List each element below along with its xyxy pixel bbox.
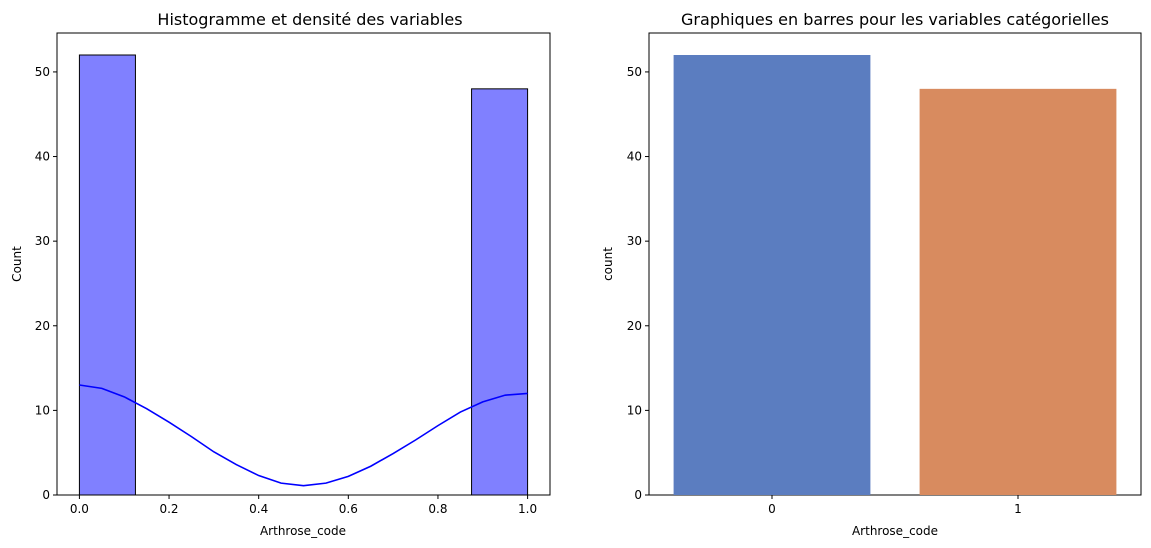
y-tick-label: 50	[627, 65, 642, 79]
histogram-y-ticks: 0 10 20 30 40 50	[35, 65, 57, 502]
histogram-chart: Histogramme et densité des variables 0 10…	[10, 10, 551, 538]
histogram-bar	[78, 54, 136, 496]
kde-curve	[79, 384, 528, 487]
x-tick-label: 1	[1014, 502, 1022, 516]
histogram-bar	[471, 88, 529, 496]
category-bar-0	[673, 55, 871, 495]
y-tick-label: 20	[627, 319, 642, 333]
histogram-axes-frame	[56, 32, 551, 496]
bar-chart-x-label: Arthrose_code	[852, 524, 938, 538]
x-tick-label: 0.8	[428, 502, 447, 516]
x-tick-label: 0.2	[159, 502, 178, 516]
y-tick-label: 10	[627, 403, 642, 417]
bar-chart-y-ticks: 0 10 20 30 40 50	[627, 65, 649, 502]
y-tick-label: 10	[35, 403, 50, 417]
histogram-y-label: Count	[10, 246, 24, 282]
bar-chart-axes-frame	[648, 32, 1142, 496]
x-tick-label: 0	[768, 502, 776, 516]
y-tick-label: 20	[35, 319, 50, 333]
histogram-x-label: Arthrose_code	[260, 524, 346, 538]
y-tick-label: 40	[35, 150, 50, 164]
bar-chart-title: Graphiques en barres pour les variables …	[681, 10, 1109, 29]
x-tick-label: 0.6	[339, 502, 358, 516]
y-tick-label: 30	[35, 234, 50, 248]
y-tick-label: 0	[42, 488, 50, 502]
histogram-title: Histogramme et densité des variables	[157, 10, 462, 29]
y-tick-label: 0	[634, 488, 642, 502]
category-bars	[673, 55, 1117, 495]
histogram-bars	[78, 54, 529, 496]
bar-chart-y-label: count	[601, 247, 615, 281]
y-tick-label: 30	[627, 234, 642, 248]
y-tick-label: 40	[627, 150, 642, 164]
bar-chart: Graphiques en barres pour les variables …	[601, 10, 1142, 538]
x-tick-label: 0.0	[70, 502, 89, 516]
y-tick-label: 50	[35, 65, 50, 79]
x-tick-label: 0.4	[249, 502, 268, 516]
category-bar-1	[919, 88, 1117, 495]
histogram-x-ticks: 0.0 0.2 0.4 0.6 0.8 1.0	[70, 495, 537, 516]
x-tick-label: 1.0	[518, 502, 537, 516]
